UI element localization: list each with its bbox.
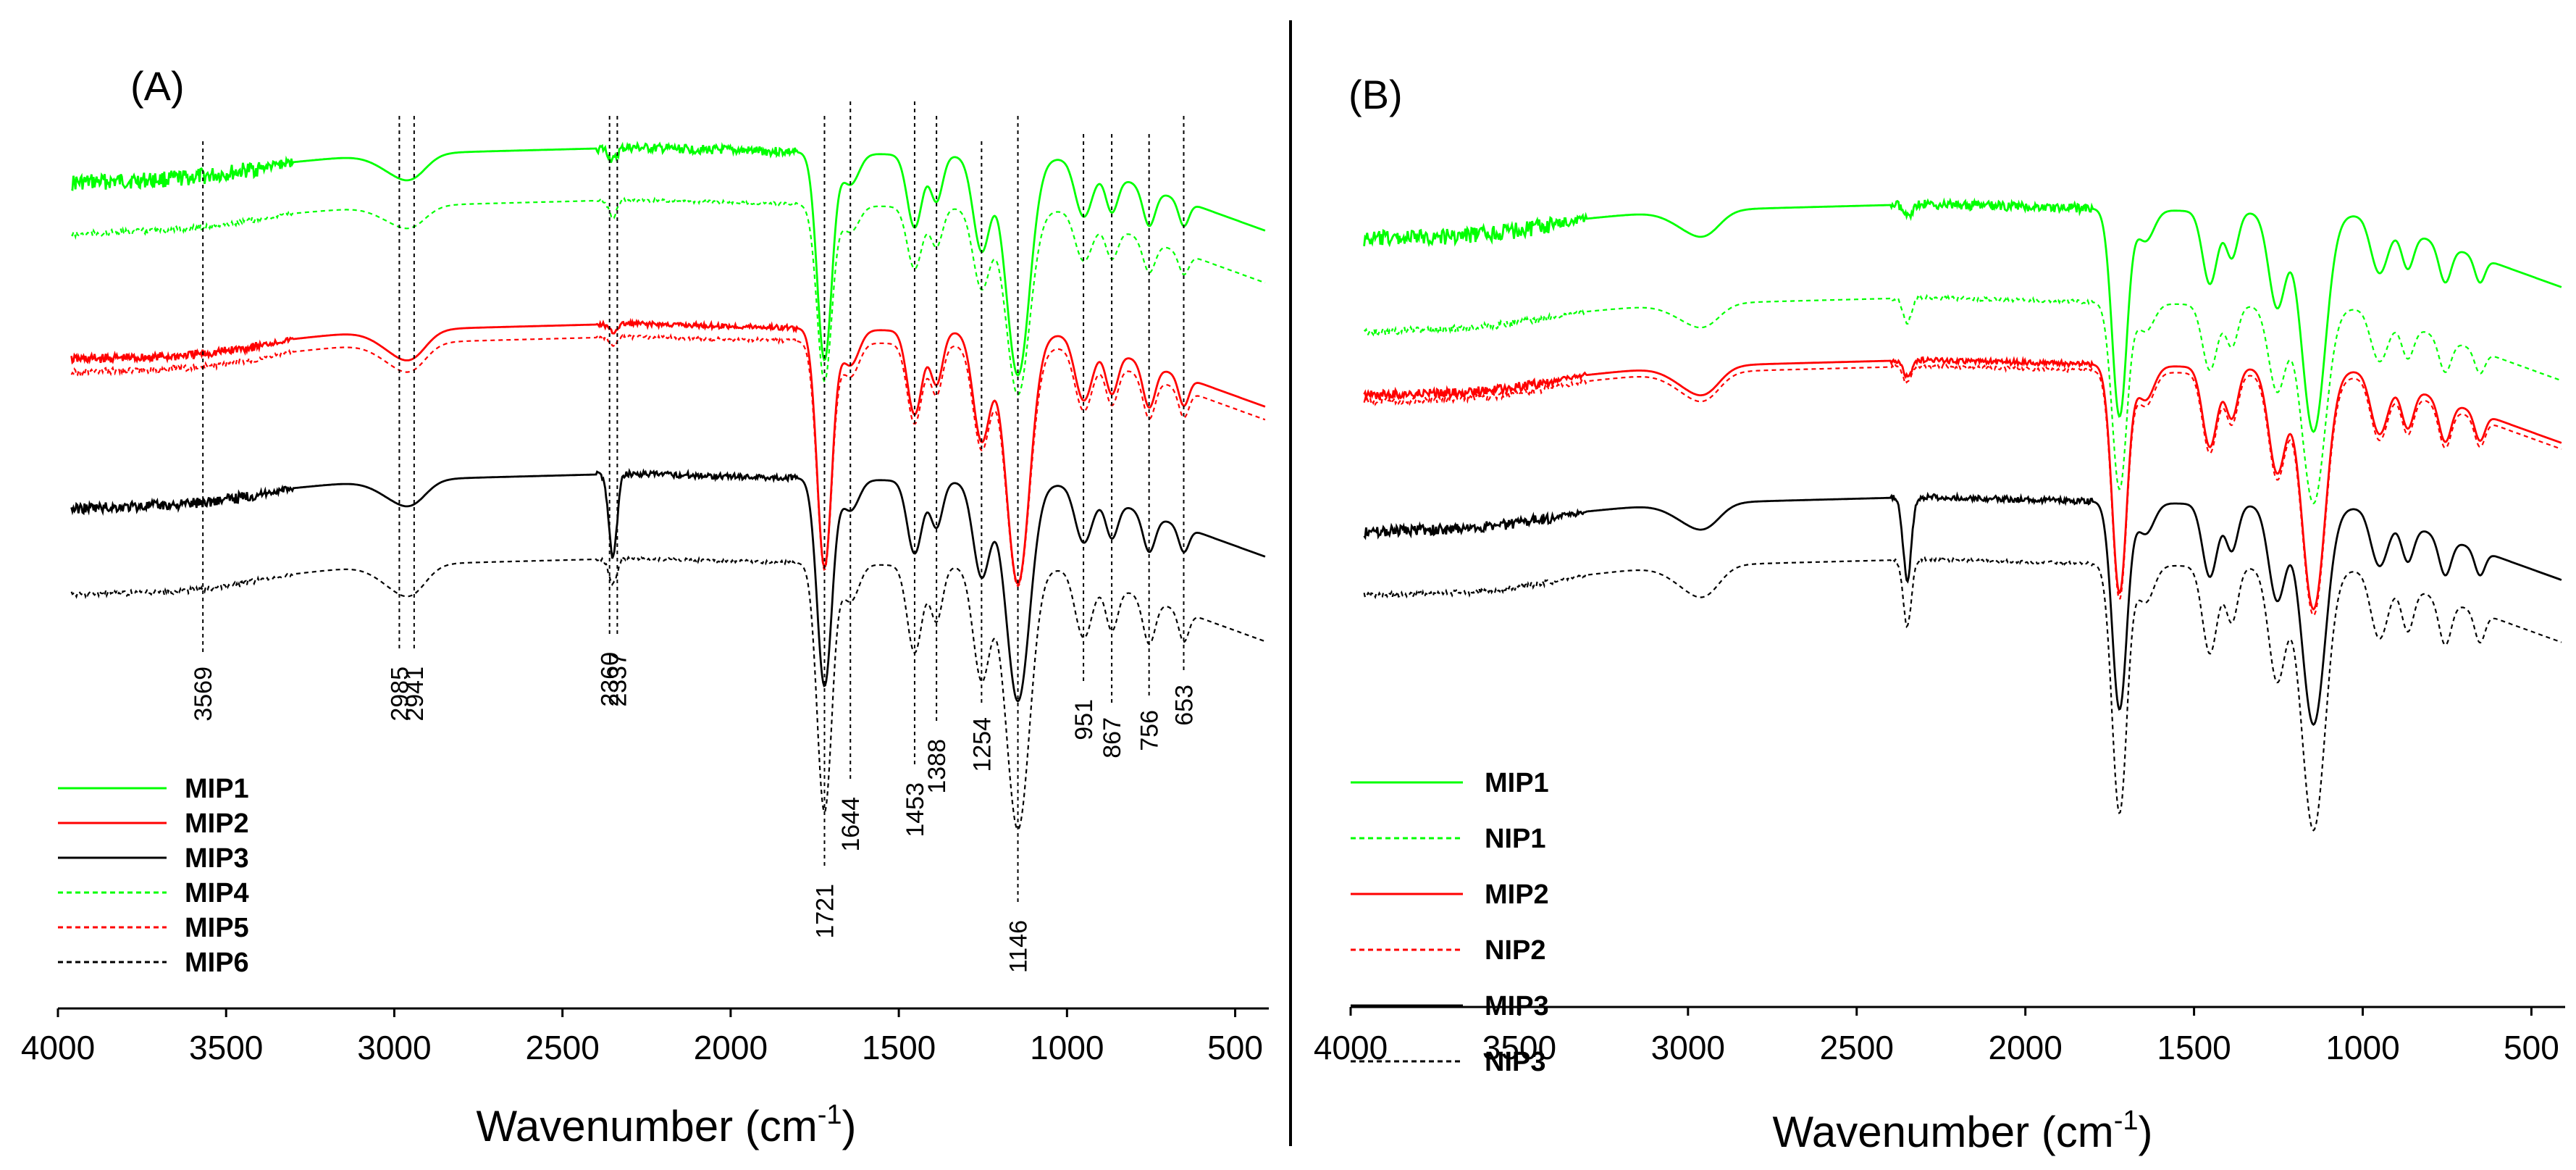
peak-label-2941: 2941 — [401, 667, 429, 722]
legend-label-nip1: NIP1 — [1485, 824, 1545, 854]
peak-label-3569: 3569 — [190, 667, 217, 722]
legend-label-mip4: MIP4 — [185, 878, 249, 908]
peak-label-1254: 1254 — [968, 717, 996, 772]
series-line-mip2 — [1363, 356, 2562, 611]
x-tick-label: 2500 — [525, 1029, 599, 1066]
series-line-mip4 — [71, 196, 1266, 396]
peak-label-1453: 1453 — [902, 782, 929, 837]
panel-a: (A) 4000 3500 3000 2500 2000 1500 1000 500 Waven… — [21, 63, 1269, 1150]
peak-label-1146: 1146 — [1005, 920, 1033, 973]
series-line-nip1 — [1364, 293, 2562, 505]
legend-label-mip1: MIP1 — [1485, 768, 1549, 798]
legend-label-mip1: MIP1 — [185, 774, 249, 804]
x-tick-label: 1000 — [1030, 1029, 1104, 1066]
series-line-nip2 — [1363, 362, 2562, 617]
legend-label-mip6: MIP6 — [185, 948, 249, 978]
x-tick-label: 1500 — [862, 1029, 936, 1066]
x-tick-label: 1500 — [2157, 1029, 2231, 1066]
peak-label-1644: 1644 — [837, 797, 865, 852]
panel-a-label: (A) — [130, 63, 185, 109]
x-tick-label: 2000 — [1988, 1029, 2062, 1066]
peak-label-2985: 2985 — [386, 667, 414, 722]
peak-label-1388: 1388 — [923, 739, 951, 794]
series-line-mip5 — [70, 333, 1266, 588]
panel-b-label: (B) — [1348, 72, 1403, 117]
x-tick-label: 1000 — [2325, 1029, 2399, 1066]
peak-label-2337: 2337 — [604, 652, 632, 707]
peak-label-951: 951 — [1070, 699, 1098, 740]
legend-label-mip3: MIP3 — [185, 843, 249, 874]
series-line-mip3 — [70, 467, 1266, 703]
x-tick-label: 2500 — [1820, 1029, 1894, 1066]
x-tick-label: 3000 — [1651, 1029, 1725, 1066]
legend-label-mip2: MIP2 — [185, 808, 249, 839]
series-line-mip3 — [1363, 491, 2562, 727]
x-tick-label: 500 — [1207, 1029, 1263, 1066]
x-axis-title: Wavenumber (cm-1) — [1773, 1106, 2153, 1156]
x-tick-label: 4000 — [1314, 1029, 1388, 1066]
legend-label-nip3: NIP3 — [1485, 1047, 1545, 1077]
x-tick-label: 3000 — [357, 1029, 431, 1066]
x-axis-title: Wavenumber (cm-1) — [477, 1100, 857, 1150]
x-tick-label: 500 — [2504, 1029, 2559, 1066]
series-line-mip1 — [1363, 197, 2562, 433]
x-tick-label: 3500 — [189, 1029, 263, 1066]
legend-label-mip2: MIP2 — [1485, 879, 1549, 910]
series-line-nip3 — [1363, 556, 2562, 832]
series-line-mip1 — [71, 141, 1266, 377]
x-tick-label: 2000 — [694, 1029, 768, 1066]
peak-label-1721: 1721 — [811, 884, 839, 939]
x-tick-label: 4000 — [21, 1029, 95, 1066]
x-tick-label: 3500 — [1482, 1029, 1556, 1066]
peak-label-653: 653 — [1170, 685, 1198, 726]
legend-label-mip3: MIP3 — [1485, 991, 1549, 1021]
panel-b: (B) 4000 3500 3000 2500 2000 1500 1000 500 Waven… — [1314, 72, 2565, 1156]
peak-label-867: 867 — [1099, 717, 1126, 759]
peak-label-2360: 2360 — [597, 652, 624, 707]
legend-label-nip2: NIP2 — [1485, 935, 1545, 966]
legend-label-mip5: MIP5 — [185, 913, 249, 943]
series-line-mip2 — [70, 317, 1266, 585]
peak-label-756: 756 — [1136, 710, 1164, 751]
series-line-mip6 — [70, 555, 1266, 831]
